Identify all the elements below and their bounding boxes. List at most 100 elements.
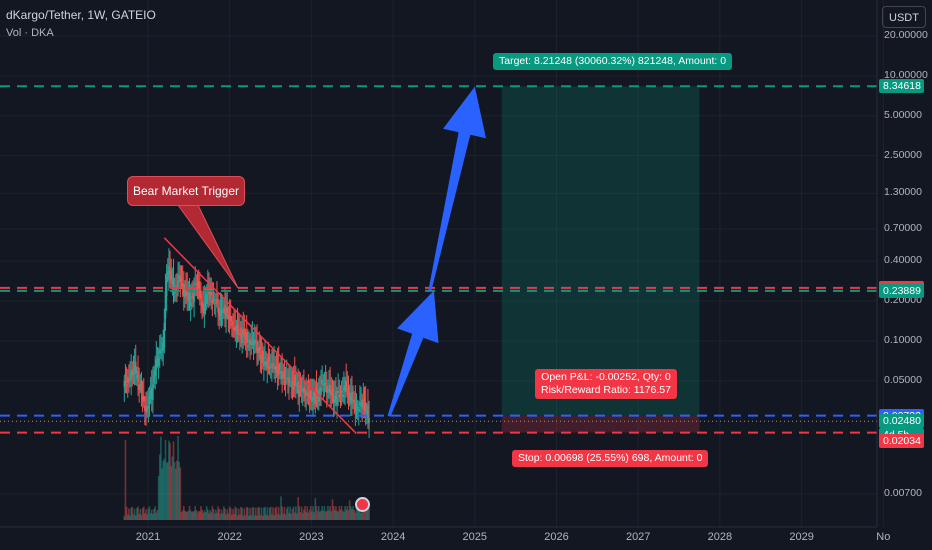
volume-bar xyxy=(276,513,279,520)
loss-zone[interactable] xyxy=(501,415,700,433)
candle-body xyxy=(139,383,142,387)
volume-bar xyxy=(205,506,208,520)
volume-bar xyxy=(193,511,195,520)
candle-body xyxy=(226,307,229,314)
volume-bar xyxy=(289,506,291,520)
volume-bar xyxy=(368,508,370,520)
bear-trendline[interactable] xyxy=(163,237,357,435)
x-tick-label: 2021 xyxy=(135,531,161,543)
candle-body xyxy=(272,364,274,367)
candle-body xyxy=(367,405,369,419)
x-tick-label: 2028 xyxy=(707,531,733,543)
candle-body xyxy=(181,283,184,287)
volume-bar xyxy=(336,510,338,520)
stop-label[interactable]: Stop: 0.00698 (25.55%) 698, Amount: 0 xyxy=(512,450,709,467)
candle-body xyxy=(353,399,356,402)
candle-body xyxy=(276,366,279,377)
us-flag-icon[interactable] xyxy=(355,497,370,512)
volume-bar xyxy=(248,515,250,520)
volume-bar xyxy=(196,512,199,520)
candle-body xyxy=(267,357,270,363)
volume-bar xyxy=(339,509,342,520)
candle-body xyxy=(197,281,200,289)
x-tick-label: 2024 xyxy=(380,531,406,543)
volume-bar xyxy=(188,506,191,520)
volume-bar xyxy=(287,506,289,520)
candle-body xyxy=(220,311,223,315)
volume-bar xyxy=(236,515,239,520)
volume-bar xyxy=(265,514,267,520)
volume-bar xyxy=(148,506,151,520)
candle-body xyxy=(129,377,131,379)
candle-body xyxy=(184,291,186,298)
candle-body xyxy=(355,409,358,412)
candle-body xyxy=(249,339,251,345)
candle-body xyxy=(277,363,280,373)
candle-body xyxy=(125,384,128,386)
candle-body xyxy=(273,363,275,365)
candle-body xyxy=(147,405,150,409)
volume-bar xyxy=(253,515,256,520)
candle-body xyxy=(236,324,239,335)
volume-bar xyxy=(139,509,142,520)
volume-bar xyxy=(313,512,315,520)
candle-body xyxy=(347,390,350,396)
candle-body xyxy=(364,402,367,411)
candle-body xyxy=(300,389,303,392)
candle-body xyxy=(158,349,161,354)
candle-body xyxy=(259,353,262,359)
profit-zone[interactable] xyxy=(501,86,700,416)
volume-bar xyxy=(356,508,359,520)
volume-bar xyxy=(332,506,335,520)
bear-market-callout[interactable]: Bear Market Trigger xyxy=(127,176,245,206)
volume-bar xyxy=(141,508,144,520)
volume-bar xyxy=(306,506,309,520)
volume-bar xyxy=(123,516,126,520)
target-label[interactable]: Target: 8.21248 (30060.32%) 821248, Amou… xyxy=(493,53,733,70)
candle-body xyxy=(348,393,351,401)
candle-body xyxy=(203,303,206,314)
volume-bar xyxy=(343,511,345,520)
pnl-label[interactable]: Open P&L: -0.00252, Qty: 0 Risk/Reward R… xyxy=(535,369,677,399)
candle-body xyxy=(195,288,198,290)
up-arrow-1[interactable] xyxy=(387,290,439,417)
volume-bar xyxy=(296,513,298,520)
candle-body xyxy=(215,302,217,305)
up-arrow-2[interactable] xyxy=(428,86,486,291)
candle-body xyxy=(140,380,143,392)
candle-body xyxy=(216,298,218,303)
candle-body xyxy=(263,361,265,367)
candle-body xyxy=(316,396,319,399)
volume-bar xyxy=(315,506,318,520)
candle-body xyxy=(196,281,199,285)
candle-body xyxy=(136,374,138,379)
volume-bar xyxy=(178,461,181,520)
candle-body xyxy=(241,332,243,344)
volume-bar xyxy=(160,436,162,520)
candle-body xyxy=(144,406,146,411)
candle-body xyxy=(142,395,145,402)
candle-body xyxy=(187,294,190,301)
volume-bar xyxy=(227,513,230,520)
candle-body xyxy=(128,379,130,382)
volume-bar xyxy=(147,508,150,520)
candle-body xyxy=(253,340,256,343)
candle-body xyxy=(296,384,298,387)
candle-body xyxy=(251,338,254,341)
symbol-title[interactable]: dKargo/Tether, 1W, GATEIO xyxy=(6,8,156,22)
candle-body xyxy=(306,393,309,396)
volume-bar xyxy=(346,506,349,520)
volume-indicator-label[interactable]: Vol · DKA xyxy=(6,27,54,39)
volume-bar xyxy=(301,513,304,520)
y-tick-label: 0.10000 xyxy=(884,333,922,346)
volume-bar xyxy=(258,507,261,520)
volume-bar xyxy=(192,511,194,520)
volume-bar xyxy=(164,439,167,520)
volume-bar xyxy=(335,506,337,520)
candle-body xyxy=(313,392,315,400)
volume-bar xyxy=(133,508,136,520)
currency-button[interactable]: USDT xyxy=(882,6,926,28)
candle-body xyxy=(209,291,211,300)
